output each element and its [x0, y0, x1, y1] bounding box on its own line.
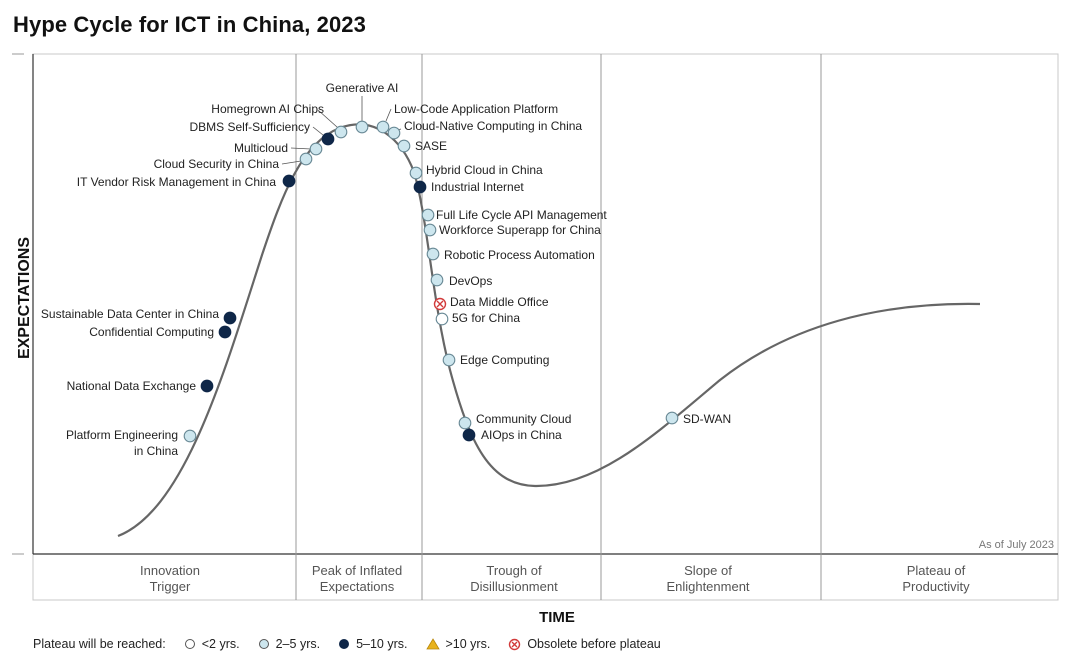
phase-peak-of-inflated-expectations-line1: Peak of Inflated [312, 563, 402, 578]
point-aiops-in-china [462, 428, 476, 442]
label-aiops-in-china: AIOps in China [481, 428, 562, 442]
label-national-data-exchange: National Data Exchange [67, 379, 197, 393]
legend: Plateau will be reached: <2 yrs. 2–5 yrs… [33, 637, 661, 651]
legend-text-5to10: 5–10 yrs. [356, 637, 408, 651]
point-industrial-internet [413, 180, 427, 194]
point-multicloud [309, 142, 323, 156]
legend-item-gt10: >10 yrs. [425, 637, 491, 651]
label-sustainable-data-center-in-china: Sustainable Data Center in China [41, 307, 219, 321]
legend-text-obsolete: Obsolete before plateau [527, 637, 661, 651]
legend-marker-5to10 [339, 639, 350, 649]
legend-item-lt2: <2 yrs. [184, 637, 240, 651]
label-data-middle-office: Data Middle Office [450, 295, 549, 309]
point-community-cloud [458, 416, 472, 430]
point-labels: Platform Engineering in China National Dat… [41, 81, 731, 458]
label-edge-computing: Edge Computing [460, 353, 549, 367]
phase-trough-of-disillusionment-line1: Trough of [486, 563, 542, 578]
label-robotic-process-automation: Robotic Process Automation [444, 248, 595, 262]
chart-title: Hype Cycle for ICT in China, 2023 [13, 12, 366, 37]
phase-slope-of-enlightenment-line2: Enlightenment [666, 579, 749, 594]
point-robotic-process-automation [426, 247, 440, 261]
label-5g-for-china: 5G for China [452, 311, 520, 325]
point-homegrown-ai-chips [334, 125, 348, 139]
label-dbms-self-sufficiency: DBMS Self-Sufficiency [190, 120, 311, 134]
point-full-life-cycle-api-management [421, 208, 435, 222]
legend-title: Plateau will be reached: [33, 637, 166, 651]
legend-text-2to5: 2–5 yrs. [275, 637, 321, 651]
label-industrial-internet: Industrial Internet [431, 180, 524, 194]
label-community-cloud: Community Cloud [476, 412, 571, 426]
legend-item-2to5: 2–5 yrs. [258, 637, 320, 651]
point-sd-wan [665, 411, 679, 425]
label-low-code-application-platform: Low-Code Application Platform [394, 102, 558, 116]
label-confidential-computing: Confidential Computing [89, 325, 214, 339]
point-low-code-application-platform [376, 120, 390, 134]
phase-slope-of-enlightenment-line1: Slope of [684, 563, 732, 578]
point-national-data-exchange [200, 379, 214, 393]
phase-innovation-trigger-line1: Innovation [140, 563, 200, 578]
label-generative-ai: Generative AI [326, 81, 399, 95]
leader-multicloud [290, 147, 312, 150]
leader-homegrown-ai-chips [317, 109, 338, 128]
phase-trough-of-disillusionment-line2: Disillusionment [470, 579, 558, 594]
leader-lines [281, 96, 402, 165]
label-cloud-security-in-china: Cloud Security in China [154, 157, 280, 171]
point-it-vendor-risk-management-in-china [282, 174, 296, 188]
as-of-note: As of July 2023 [979, 539, 1054, 551]
phase-plateau-of-productivity-line1: Plateau of [907, 563, 966, 578]
data-points [183, 120, 679, 443]
label-devops: DevOps [449, 274, 492, 288]
label-full-life-cycle-api-management: Full Life Cycle API Management [436, 208, 607, 222]
leader-low-code-application-platform [385, 108, 392, 122]
point-workforce-superapp-for-china [423, 223, 437, 237]
label-multicloud: Multicloud [234, 141, 288, 155]
point-cloud-native-computing-in-china [387, 126, 401, 140]
leader-dbms-self-sufficiency [312, 126, 324, 136]
phase-innovation-trigger-line2: Trigger [150, 579, 191, 594]
legend-marker-gt10 [425, 638, 440, 650]
legend-text-gt10: >10 yrs. [445, 637, 491, 651]
point-sustainable-data-center-in-china [223, 311, 237, 325]
label-sase: SASE [415, 139, 447, 153]
point-platform-engineering [183, 429, 197, 443]
label-platform-engineering-line2: in China [134, 444, 178, 458]
y-axis-label: EXPECTATIONS [16, 237, 33, 359]
label-platform-engineering: Platform Engineering [66, 428, 178, 442]
legend-text-lt2: <2 yrs. [201, 637, 240, 651]
point-confidential-computing [218, 325, 232, 339]
label-sd-wan: SD-WAN [683, 412, 731, 426]
legend-item-5to10: 5–10 yrs. [338, 637, 408, 651]
plot-frame [12, 53, 1059, 601]
label-it-vendor-risk-management-in-china: IT Vendor Risk Management in China [77, 175, 277, 189]
point-edge-computing [442, 353, 456, 367]
label-homegrown-ai-chips: Homegrown AI Chips [211, 102, 324, 116]
label-cloud-native-computing-in-china: Cloud-Native Computing in China [404, 119, 582, 133]
point-devops [430, 273, 444, 287]
point-sase [397, 139, 411, 153]
legend-marker-obsolete [509, 638, 521, 650]
point-generative-ai [355, 120, 369, 134]
point-data-middle-office [433, 297, 447, 311]
point-cloud-security-in-china [299, 152, 313, 166]
label-workforce-superapp-for-china: Workforce Superapp for China [439, 223, 601, 237]
phase-peak-of-inflated-expectations-line2: Expectations [320, 579, 395, 594]
phase-plateau-of-productivity-line2: Productivity [902, 579, 970, 594]
legend-marker-2to5 [258, 639, 269, 649]
point-dbms-self-sufficiency [321, 132, 335, 146]
x-axis-label: TIME [539, 609, 575, 626]
legend-marker-lt2 [184, 639, 195, 649]
point-hybrid-cloud-in-china [409, 166, 423, 180]
legend-item-obsolete: Obsolete before plateau [508, 637, 661, 651]
leader-cloud-security-in-china [281, 160, 302, 165]
point-5g-for-china [435, 312, 449, 326]
label-hybrid-cloud-in-china: Hybrid Cloud in China [426, 163, 543, 177]
